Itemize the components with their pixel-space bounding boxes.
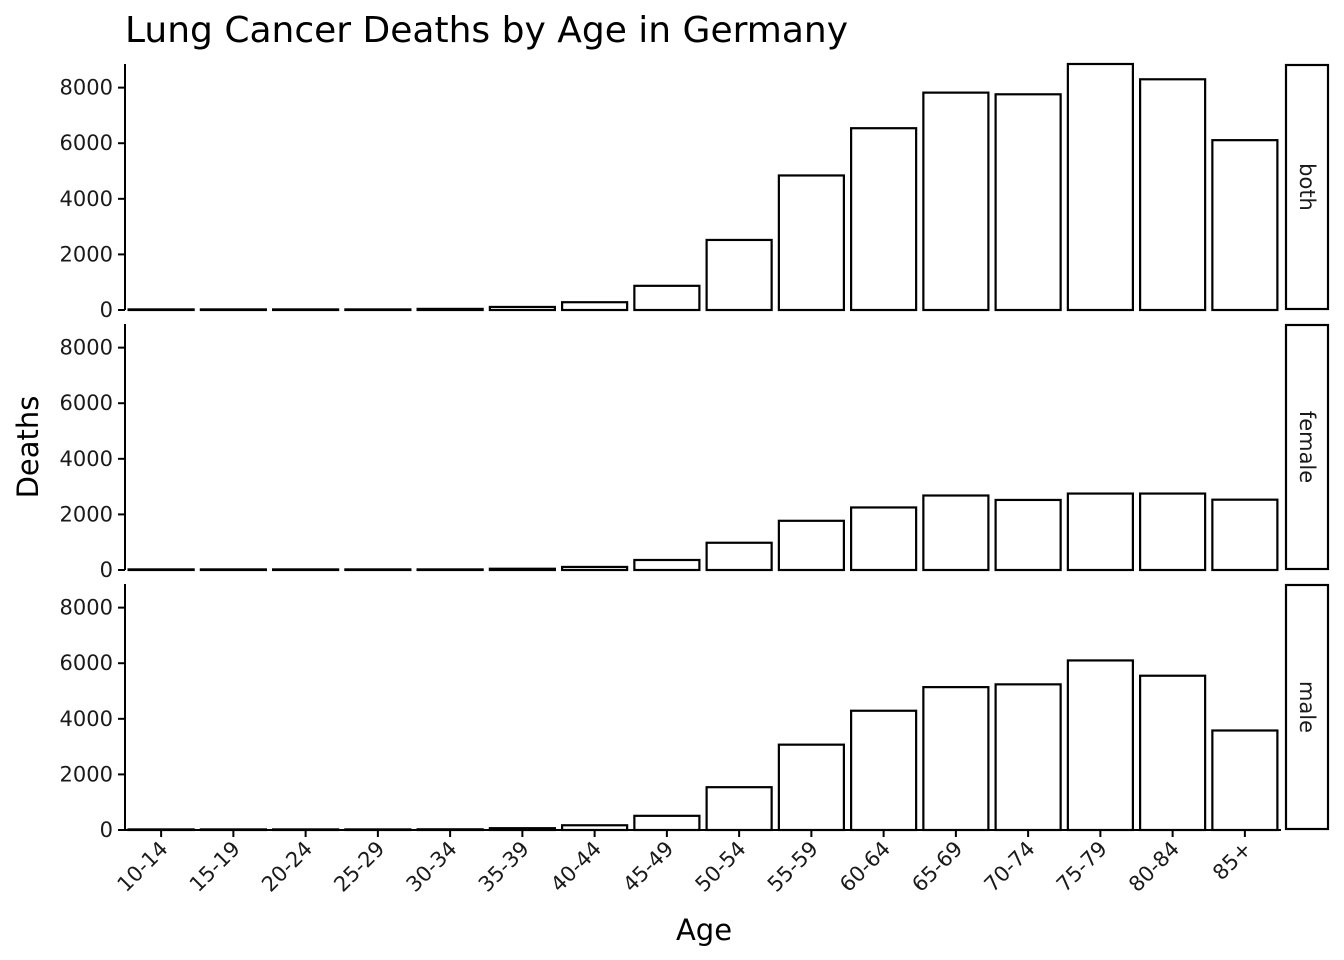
x-tick-label-50-54: 50-54 <box>691 837 751 897</box>
bar-male-65-69 <box>922 686 990 832</box>
bar-both-75-79 <box>1066 62 1134 312</box>
x-tick-label-10-14: 10-14 <box>113 837 173 897</box>
panel-female: 0 2000 4000 6000 8000 female <box>60 323 1330 582</box>
bar-both-60-64 <box>850 127 918 312</box>
bar-both-65-69 <box>922 91 990 312</box>
bar-male-70-74 <box>994 683 1062 832</box>
chart-panels: 0 2000 4000 6000 8000 both 0 2000 4000 6000 8000 fe… <box>60 62 1330 842</box>
x-tick-label-40-44: 40-44 <box>546 837 606 897</box>
facet-strip-label-both: both <box>1295 163 1319 211</box>
y-tick-label-female-0: 0 <box>100 558 113 582</box>
bar-female-35-39 <box>488 567 556 572</box>
x-tick-label-75-79: 75-79 <box>1052 837 1112 897</box>
bar-both-25-29 <box>344 308 412 312</box>
bar-female-85+ <box>1211 498 1279 572</box>
x-tick-label-60-64: 60-64 <box>835 837 895 897</box>
bar-both-50-54 <box>705 238 773 312</box>
y-tick-label-male-8000: 8000 <box>60 596 113 620</box>
bar-female-30-34 <box>416 568 484 572</box>
panel-male: 0 2000 4000 6000 8000 male <box>60 583 1330 842</box>
facet-strip-label-female: female <box>1295 411 1319 483</box>
y-tick-label-male-2000: 2000 <box>60 762 113 786</box>
y-tick-label-both-0: 0 <box>100 298 113 322</box>
facet-strip-both <box>1284 63 1330 311</box>
bar-male-85+ <box>1211 729 1279 832</box>
bar-female-45-49 <box>633 558 701 572</box>
y-tick-label-male-6000: 6000 <box>60 651 113 675</box>
y-tick-label-female-2000: 2000 <box>60 502 113 526</box>
y-tick-label-both-8000: 8000 <box>60 76 113 100</box>
bar-both-80-84 <box>1139 78 1207 312</box>
y-tick-label-both-4000: 4000 <box>60 187 113 211</box>
x-tick-label-20-24: 20-24 <box>257 837 317 897</box>
bar-female-40-44 <box>561 565 629 572</box>
bar-male-60-64 <box>850 709 918 832</box>
x-tick-label-15-19: 15-19 <box>185 837 245 897</box>
bar-both-15-19 <box>199 308 267 312</box>
facet-strip-male <box>1284 583 1330 831</box>
x-tick-label-80-84: 80-84 <box>1124 837 1184 897</box>
y-tick-label-both-6000: 6000 <box>60 131 113 155</box>
x-tick-label-55-59: 55-59 <box>763 837 823 897</box>
bar-both-55-59 <box>777 174 845 312</box>
y-axis-title: Deaths <box>11 396 45 499</box>
bar-both-10-14 <box>127 308 195 312</box>
x-tick-label-35-39: 35-39 <box>474 837 534 897</box>
bar-male-75-79 <box>1066 659 1134 832</box>
facet-strip-female <box>1284 323 1330 571</box>
y-tick-label-male-0: 0 <box>100 818 113 842</box>
x-tick-label-85+: 85+ <box>1208 837 1256 885</box>
bar-female-25-29 <box>344 568 412 572</box>
bar-male-50-54 <box>705 786 773 832</box>
bar-female-15-19 <box>199 568 267 572</box>
bar-both-20-24 <box>272 308 340 312</box>
y-tick-label-female-8000: 8000 <box>60 336 113 360</box>
y-tick-label-male-4000: 4000 <box>60 707 113 731</box>
bar-female-60-64 <box>850 506 918 572</box>
x-tick-label-45-49: 45-49 <box>618 837 678 897</box>
bar-female-55-59 <box>777 519 845 572</box>
facet-strip-label-male: male <box>1295 681 1319 733</box>
bar-both-70-74 <box>994 93 1062 312</box>
bar-both-35-39 <box>488 305 556 312</box>
x-axis-title: Age <box>676 913 732 947</box>
bar-female-10-14 <box>127 568 195 572</box>
bar-both-40-44 <box>561 301 629 312</box>
bar-female-75-79 <box>1066 492 1134 572</box>
bar-female-70-74 <box>994 498 1062 572</box>
x-tick-label-25-29: 25-29 <box>329 837 389 897</box>
y-tick-label-female-4000: 4000 <box>60 447 113 471</box>
y-tick-label-female-6000: 6000 <box>60 391 113 415</box>
x-axis: 10-14 15-19 20-24 25-29 30-34 35-39 40-44 45-49… <box>113 829 1281 897</box>
chart-title: Lung Cancer Deaths by Age in Germany <box>125 10 848 51</box>
bar-both-45-49 <box>633 284 701 312</box>
bar-female-50-54 <box>705 541 773 572</box>
bar-male-45-49 <box>633 814 701 832</box>
bar-female-20-24 <box>272 568 340 572</box>
x-tick-label-30-34: 30-34 <box>402 837 462 897</box>
x-tick-label-65-69: 65-69 <box>907 837 967 897</box>
bar-male-55-59 <box>777 743 845 832</box>
bar-both-30-34 <box>416 307 484 312</box>
bar-male-80-84 <box>1139 674 1207 832</box>
bar-female-80-84 <box>1139 492 1207 572</box>
bar-female-65-69 <box>922 494 990 572</box>
bar-both-85+ <box>1211 139 1279 312</box>
y-tick-label-both-2000: 2000 <box>60 242 113 266</box>
x-tick-label-70-74: 70-74 <box>980 837 1040 897</box>
panel-both: 0 2000 4000 6000 8000 both <box>60 62 1330 322</box>
